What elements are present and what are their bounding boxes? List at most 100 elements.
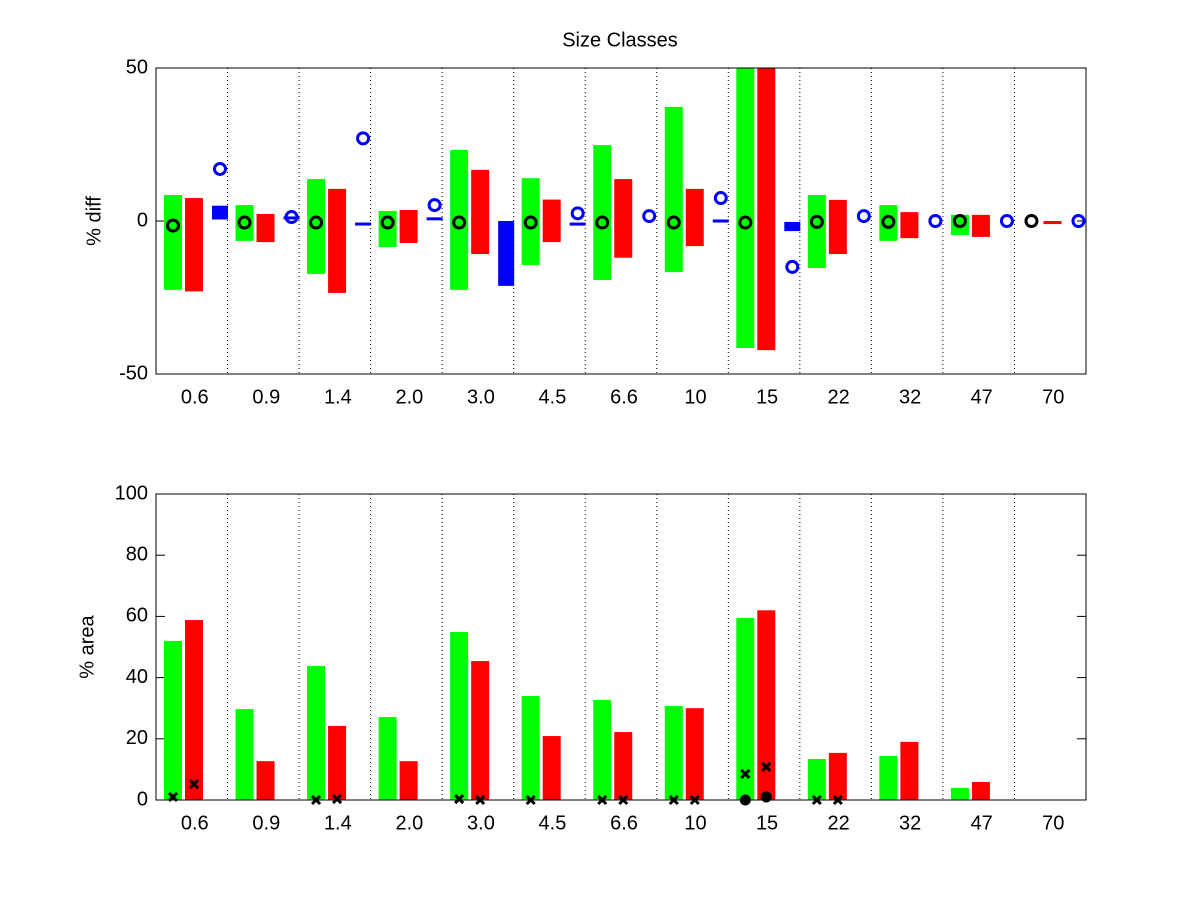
x-tick-label: 70 xyxy=(1042,386,1064,408)
circle-marker xyxy=(1024,214,1039,228)
range-bar xyxy=(498,221,515,286)
circle-marker xyxy=(309,215,324,230)
dot-marker xyxy=(760,791,772,803)
circle-marker xyxy=(999,214,1014,228)
bar xyxy=(378,717,397,800)
range-bar xyxy=(807,194,826,269)
range-bar xyxy=(828,199,847,255)
y-tick-label: 20 xyxy=(126,727,148,749)
x-tick-label: 10 xyxy=(684,812,706,834)
x-tick-label: 4.5 xyxy=(539,386,567,408)
range-bar xyxy=(712,219,729,223)
x-tick-label: 70 xyxy=(1042,812,1064,834)
x-marker xyxy=(454,794,465,805)
x-tick-label: 32 xyxy=(899,812,921,834)
circle-marker xyxy=(928,214,943,228)
bar xyxy=(757,610,776,800)
axes-frame xyxy=(155,493,1087,801)
bar xyxy=(685,708,704,800)
x-tick-label: 3.0 xyxy=(467,812,495,834)
range-bar xyxy=(757,68,776,351)
bar xyxy=(807,758,826,800)
bar xyxy=(900,741,919,800)
x-tick-label: 15 xyxy=(756,812,778,834)
range-bar xyxy=(426,217,443,221)
circle-marker xyxy=(166,218,180,233)
range-bar xyxy=(185,198,203,292)
circle-marker xyxy=(666,215,681,230)
range-bar xyxy=(399,209,418,244)
y-tick-label: -50 xyxy=(119,362,148,384)
circle-marker xyxy=(642,209,657,224)
range-bar xyxy=(879,205,898,241)
y-tick-label: 60 xyxy=(126,605,148,627)
range-bar xyxy=(542,199,561,243)
bar xyxy=(256,761,275,800)
y-tick-label: 40 xyxy=(126,666,148,688)
range-bar xyxy=(450,150,469,290)
range-bar xyxy=(593,145,612,281)
circle-marker xyxy=(523,215,538,230)
circle-marker xyxy=(213,161,227,176)
x-tick-label: 15 xyxy=(756,386,778,408)
bar xyxy=(164,640,182,800)
range-bar xyxy=(950,214,969,236)
circle-marker xyxy=(1071,214,1086,228)
circle-marker xyxy=(595,215,610,230)
x-tick-label: 10 xyxy=(684,386,706,408)
x-tick-label: 2.0 xyxy=(395,386,423,408)
range-bar xyxy=(283,216,300,220)
x-tick-label: 0.6 xyxy=(181,812,209,834)
circle-marker xyxy=(356,131,371,146)
bar xyxy=(328,725,347,800)
x-tick-label: 6.6 xyxy=(610,386,638,408)
y-tick-label: 100 xyxy=(115,482,148,504)
range-bar xyxy=(685,188,704,247)
x-tick-label: 0.9 xyxy=(252,386,280,408)
y-tick-label: 0 xyxy=(137,788,148,810)
x-tick-label: 32 xyxy=(899,386,921,408)
bar xyxy=(542,736,561,800)
range-bar xyxy=(212,205,228,220)
circle-marker xyxy=(785,259,800,274)
x-marker xyxy=(761,761,772,773)
bar xyxy=(307,665,326,800)
bar xyxy=(828,752,847,800)
range-bar xyxy=(164,194,182,290)
range-bar xyxy=(235,205,254,241)
bar xyxy=(185,620,203,800)
range-bar xyxy=(307,179,326,274)
range-bar xyxy=(900,212,919,239)
y-tick-label: 50 xyxy=(126,56,148,78)
x-marker xyxy=(740,768,751,780)
range-bar xyxy=(521,178,540,266)
circle-marker xyxy=(237,215,252,230)
circle-marker xyxy=(881,214,896,229)
x-tick-label: 47 xyxy=(971,812,993,834)
x-tick-label: 4.5 xyxy=(539,812,567,834)
circle-marker xyxy=(738,215,753,230)
x-tick-label: 0.6 xyxy=(181,386,209,408)
bar xyxy=(950,788,969,800)
bar xyxy=(450,632,469,800)
bar xyxy=(664,706,683,800)
x-tick-label: 1.4 xyxy=(324,812,352,834)
x-tick-label: 3.0 xyxy=(467,386,495,408)
axes-frame xyxy=(155,67,1087,375)
range-bar xyxy=(1043,221,1062,225)
circle-marker xyxy=(427,198,442,213)
y-tick-label: 0 xyxy=(137,209,148,231)
circle-marker xyxy=(952,214,967,228)
circle-marker xyxy=(284,210,299,225)
circle-marker xyxy=(809,214,824,229)
circle-marker xyxy=(713,191,728,206)
chart-title: Size Classes xyxy=(562,29,678,51)
x-marker xyxy=(332,794,343,805)
bar xyxy=(521,695,540,800)
range-bar xyxy=(971,214,990,237)
x-tick-label: 1.4 xyxy=(324,386,352,408)
x-tick-label: 6.6 xyxy=(610,812,638,834)
bar xyxy=(614,732,633,800)
bar xyxy=(399,761,418,800)
